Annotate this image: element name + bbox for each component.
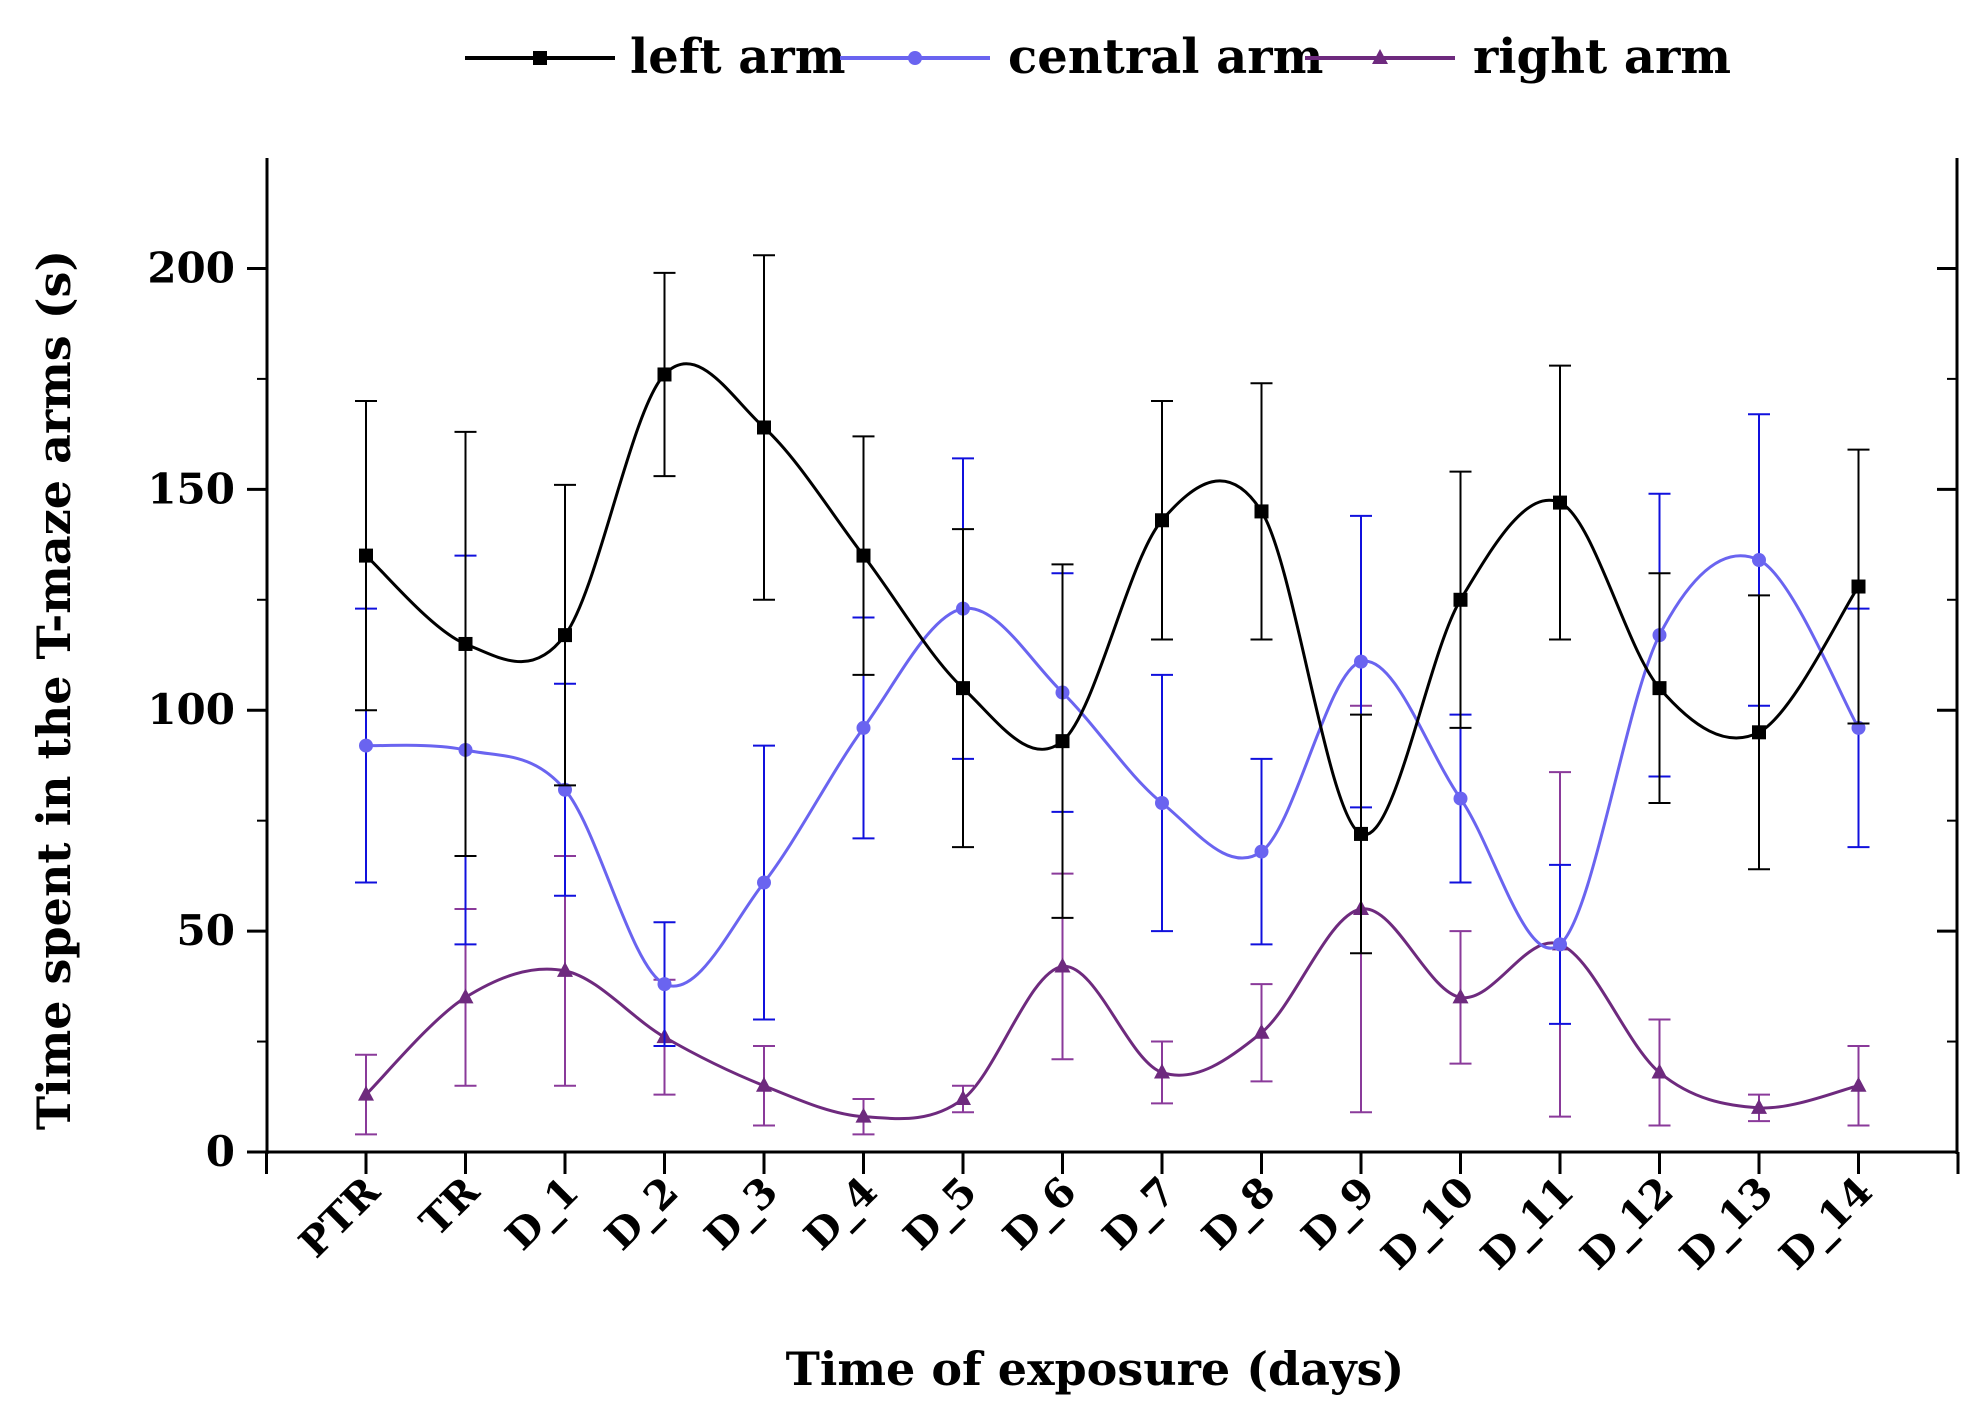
data-point (1154, 1063, 1170, 1079)
series-right-arm (355, 704, 1870, 1136)
data-point (1354, 654, 1368, 669)
y-tick-label: 150 (147, 464, 235, 513)
data-point (955, 1089, 971, 1105)
data-point (1553, 495, 1567, 510)
data-point (1253, 1023, 1270, 1039)
data-point (359, 548, 373, 563)
legend-label: right arm (1473, 29, 1731, 85)
data-point (657, 367, 672, 382)
series-line (365, 362, 1860, 836)
x-tick-label: D_1 (496, 1168, 588, 1260)
data-point (1453, 592, 1468, 607)
x-tick-label: D_4 (795, 1168, 887, 1260)
series-line (365, 554, 1860, 988)
data-point (1752, 553, 1766, 568)
data-point (1254, 504, 1269, 519)
legend-item-left-arm: left arm (465, 29, 845, 85)
x-tick-label: TR (411, 1167, 489, 1245)
legend-label: left arm (630, 29, 845, 85)
data-point (558, 628, 572, 643)
data-point (856, 720, 871, 735)
data-point (1751, 1098, 1767, 1114)
data-point (359, 738, 373, 753)
data-point (757, 875, 771, 890)
data-point (1850, 1076, 1867, 1092)
x-tick-label: D_8 (1193, 1168, 1285, 1260)
legend-item-central-arm: central arm (840, 29, 1323, 85)
data-point (1055, 734, 1070, 749)
series-layer (355, 254, 1870, 1136)
x-tick-label: D_3 (695, 1168, 787, 1260)
legend-marker (1372, 49, 1388, 64)
data-point (1054, 957, 1071, 973)
x-tick-label: D_6 (994, 1168, 1086, 1260)
series-left-arm (355, 254, 1870, 955)
x-tick-label: D_12 (1571, 1168, 1682, 1279)
data-point (1254, 844, 1269, 859)
y-tick-label: 0 (206, 1127, 235, 1176)
data-point (757, 420, 771, 435)
data-point (557, 961, 573, 977)
data-point (1354, 826, 1368, 841)
data-point (1652, 681, 1667, 696)
x-tick-label: D_10 (1372, 1168, 1483, 1279)
data-point (1553, 937, 1567, 952)
legend: left arm central arm right arm (465, 29, 1731, 85)
data-point (1851, 579, 1866, 594)
series-line (364, 907, 1859, 1121)
y-tick-label: 200 (147, 243, 235, 292)
data-point (1651, 1063, 1668, 1079)
x-tick-label: D_11 (1472, 1168, 1583, 1279)
x-tick-label: D_9 (1292, 1168, 1384, 1260)
x-tick-label: D_14 (1770, 1168, 1881, 1279)
x-axis-label: Time of exposure (days) (786, 1342, 1405, 1396)
x-tick-label: D_5 (894, 1168, 986, 1260)
data-point (855, 1107, 872, 1123)
x-tick-label: PTR (290, 1167, 390, 1267)
data-point (358, 1085, 374, 1101)
data-point (657, 977, 672, 992)
x-tick-label: D_7 (1093, 1168, 1185, 1260)
x-tick-label: D_2 (596, 1168, 688, 1260)
legend-item-right-arm: right arm (1305, 29, 1731, 85)
x-tick-label: D_13 (1671, 1168, 1782, 1279)
data-point (1452, 988, 1469, 1004)
y-axis-label: Time spent in the T-maze arms (s) (27, 250, 81, 1130)
legend-marker (533, 51, 547, 65)
data-point (1155, 795, 1169, 810)
data-point (1752, 725, 1766, 740)
series-central-arm (355, 413, 1870, 1047)
y-tick-label: 100 (147, 685, 235, 734)
data-point (457, 988, 474, 1004)
legend-label: central arm (1008, 29, 1323, 85)
legend-marker (908, 51, 922, 65)
data-point (1155, 513, 1169, 528)
data-point (856, 548, 871, 563)
data-point (756, 1076, 772, 1092)
data-point (458, 636, 473, 651)
data-point (1453, 791, 1468, 806)
data-point (956, 681, 970, 696)
y-tick-label: 50 (177, 906, 235, 955)
